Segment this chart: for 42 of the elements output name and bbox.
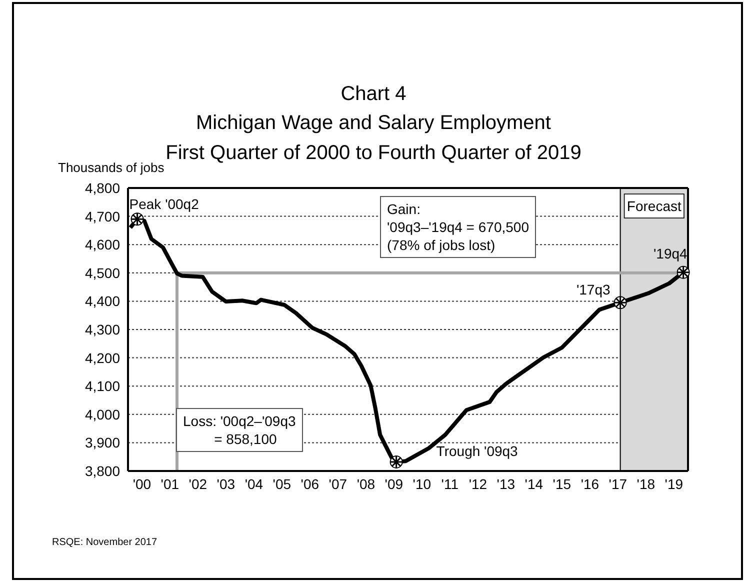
chart-subtitle: Michigan Wage and Salary Employment First Quarter of 2000 to Fourth Quarter of 2019 bbox=[164, 111, 582, 164]
x-tick-label: '09 bbox=[384, 476, 404, 492]
annotation: Peak '00q2 bbox=[129, 196, 200, 212]
y-tick-label: 4,000 bbox=[84, 406, 120, 422]
y-tick-label: 4,600 bbox=[84, 236, 120, 253]
x-tick-label: '05 bbox=[272, 476, 292, 492]
annotation: Trough '09q3 bbox=[436, 442, 518, 459]
text: RSQE: November 2017 bbox=[52, 537, 158, 549]
x-tick-label: '07 bbox=[328, 476, 348, 492]
x-tick-label: '15 bbox=[552, 476, 572, 492]
chart-title: Chart 4 bbox=[340, 82, 408, 107]
y-tick-label: 4,200 bbox=[84, 350, 120, 366]
y-tick-label: 4,300 bbox=[84, 321, 120, 338]
x-tick-label: '16 bbox=[580, 476, 600, 492]
x-tick-label: '11 bbox=[441, 476, 459, 492]
y-tick-label: 3,900 bbox=[84, 434, 120, 451]
y-tick-label: 4,800 bbox=[84, 180, 120, 196]
x-tick-label: '08 bbox=[356, 476, 376, 492]
x-tick-label: '04 bbox=[244, 476, 264, 492]
x-tick-label: '17 bbox=[608, 476, 628, 492]
x-tick-label: '13 bbox=[496, 476, 516, 492]
x-tick-label: '01 bbox=[160, 476, 180, 492]
x-tick-label: '02 bbox=[188, 476, 208, 492]
x-tick-label: '14 bbox=[524, 476, 544, 492]
y-axis-title: Thousands of jobs bbox=[58, 160, 164, 175]
x-tick-label: '06 bbox=[300, 476, 320, 492]
y-tick-label: 3,800 bbox=[84, 462, 120, 479]
x-tick-label: '00 bbox=[132, 476, 152, 492]
annotation: Loss: '00q2–'09q3 = 858,100 bbox=[176, 408, 303, 452]
x-tick-label: '18 bbox=[636, 476, 656, 492]
x-tick-label: '10 bbox=[412, 476, 432, 492]
annotation: Gain: '09q3–'19q4 = 670,500 (78% of jobs lost) bbox=[380, 196, 536, 258]
x-tick-label: '19 bbox=[664, 476, 684, 492]
y-tick-label: 4,100 bbox=[84, 378, 120, 394]
x-tick-label: '03 bbox=[216, 476, 236, 492]
y-tick-label: 4,700 bbox=[84, 208, 120, 224]
y-tick-label: 4,400 bbox=[84, 293, 120, 310]
annotation: '19q4 bbox=[653, 245, 688, 262]
x-tick-label: '12 bbox=[468, 476, 488, 492]
y-tick-label: 4,500 bbox=[84, 264, 120, 281]
band-label: Forecast bbox=[626, 198, 682, 214]
annotation: '17q3 bbox=[576, 282, 611, 298]
